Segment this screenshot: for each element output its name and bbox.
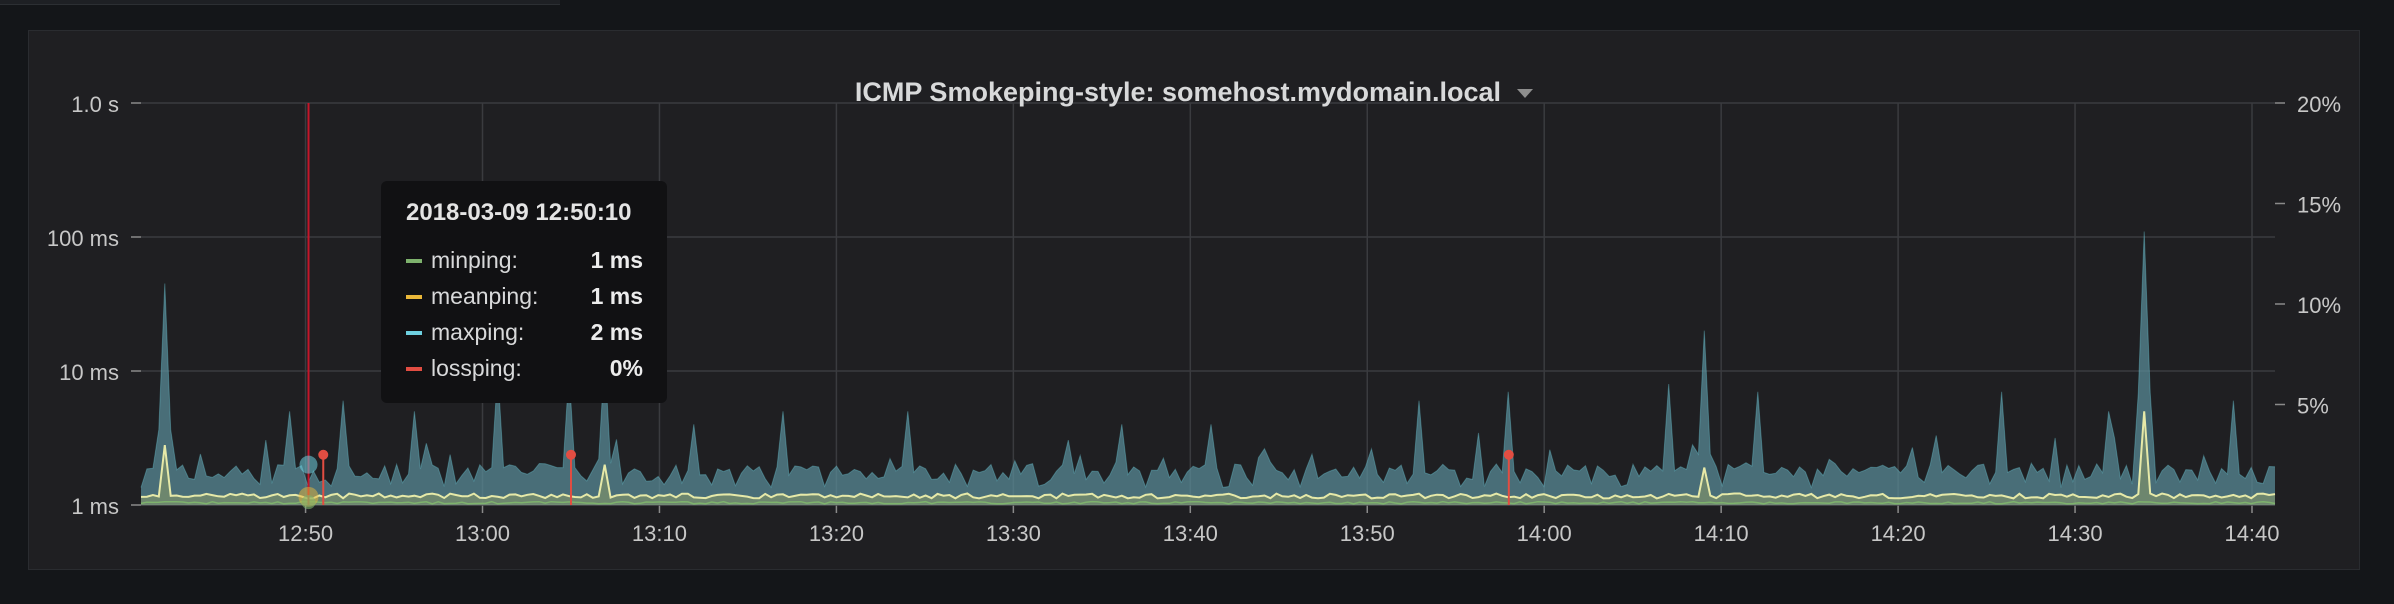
hover-point-maxping xyxy=(299,455,318,474)
tooltip-series-name: lossping: xyxy=(431,355,522,381)
tooltip-series-name: minping: xyxy=(431,247,518,273)
panel-title[interactable]: ICMP Smokeping-style: somehost.mydomain.… xyxy=(854,77,1502,107)
hover-point-minping xyxy=(301,495,316,510)
tooltip-time: 2018-03-09 12:50:10 xyxy=(406,199,632,226)
x-axis-tick-label: 13:10 xyxy=(632,521,687,546)
series-color-swatch xyxy=(406,259,422,263)
x-axis-tick-label: 14:20 xyxy=(1871,521,1926,546)
x-axis-tick-label: 12:50 xyxy=(278,521,333,546)
tooltip-row-maxping: maxping: 2 ms xyxy=(406,314,643,350)
y-right-axis-tick-label: 20% xyxy=(2297,92,2341,117)
y-right-axis-tick-label: 10% xyxy=(2297,293,2341,318)
x-axis-tick-label: 13:20 xyxy=(809,521,864,546)
y-right-axis-tick-label: 5% xyxy=(2297,394,2329,419)
chart: 1 ms 10 ms 100 ms 1.0 s 5% 10% 15% 20% 12:50 13:0… xyxy=(47,92,2341,546)
meanping-line xyxy=(140,411,2276,500)
x-axis-tick-label: 13:50 xyxy=(1340,521,1395,546)
tooltip-series-name: maxping: xyxy=(431,319,525,345)
series-color-swatch xyxy=(406,367,422,371)
y-axis-tick-label: 100 ms xyxy=(47,226,119,251)
x-axis-tick-label: 13:30 xyxy=(986,521,1041,546)
tooltip-series-value: 2 ms xyxy=(590,319,643,345)
panel-title-header[interactable]: ICMP Smokeping-style: somehost.mydomain.… xyxy=(29,73,2359,111)
y-axis-tick-label: 1 ms xyxy=(71,494,119,519)
graph-tooltip: 2018-03-09 12:50:10 minping: 1 ms meanpi… xyxy=(381,181,667,403)
x-axis-tick-label: 14:30 xyxy=(2048,521,2103,546)
tooltip-row-lossping: lossping: 0% xyxy=(406,350,643,386)
lossping-point xyxy=(1503,449,1514,460)
graph-panel: 1 ms 10 ms 100 ms 1.0 s 5% 10% 15% 20% 12:50 13:0… xyxy=(28,30,2360,570)
lossping-point xyxy=(565,449,576,460)
x-axis-tick-label: 13:40 xyxy=(1163,521,1218,546)
maxping-area xyxy=(141,231,2275,505)
x-axis-tick-label: 13:00 xyxy=(455,521,510,546)
y-right-axis-tick-label: 15% xyxy=(2297,193,2341,218)
caret-down-icon[interactable] xyxy=(1517,89,1534,99)
x-axis-tick-label: 14:40 xyxy=(2224,521,2279,546)
series-color-swatch xyxy=(406,331,422,335)
lossping-point xyxy=(318,449,329,460)
minping-line xyxy=(140,500,2276,505)
tooltip-row-minping: minping: 1 ms xyxy=(406,242,643,278)
tooltip-series-value: 1 ms xyxy=(590,283,643,309)
x-axis-tick-label: 14:10 xyxy=(1694,521,1749,546)
tooltip-row-meanping: meanping: 1 ms xyxy=(406,278,643,314)
tooltip-series-value: 1 ms xyxy=(590,247,643,273)
top-strip xyxy=(0,0,560,5)
y-axis-tick-label: 1.0 s xyxy=(71,92,119,117)
y-axis-tick-label: 10 ms xyxy=(59,360,119,385)
x-axis-tick-label: 14:00 xyxy=(1517,521,1572,546)
tooltip-series-name: meanping: xyxy=(431,283,539,309)
series-color-swatch xyxy=(406,295,422,299)
tooltip-series-value: 0% xyxy=(609,355,643,381)
